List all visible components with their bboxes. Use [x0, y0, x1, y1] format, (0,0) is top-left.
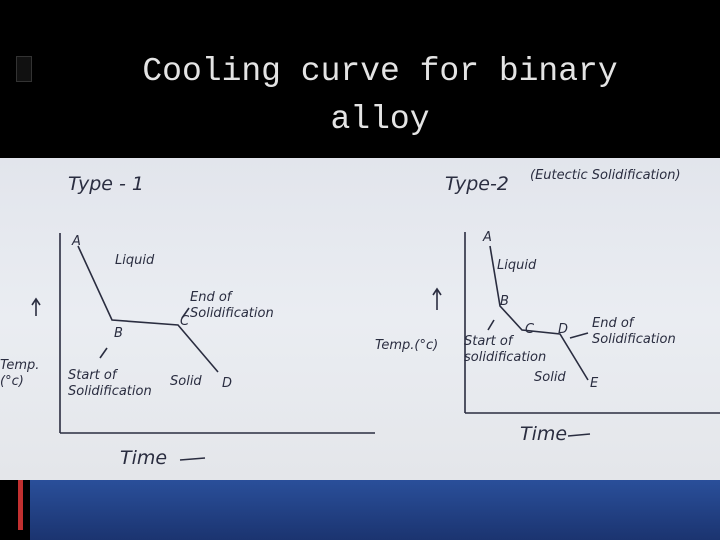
annotation: End of Solidification [190, 290, 274, 321]
arrow [99, 347, 108, 359]
point-label: C [180, 314, 190, 329]
point-label: C [525, 322, 535, 337]
annotation: Start of Solidification [68, 368, 152, 399]
point-label: A [72, 234, 81, 249]
heading: Type - 1 [68, 173, 144, 195]
arrow [487, 319, 495, 331]
phase-label: Liquid [115, 253, 155, 268]
footer-bar [30, 480, 720, 540]
phase-label: Liquid [497, 258, 537, 273]
arrow-head [432, 287, 442, 296]
x-axis-label: Time [520, 423, 568, 445]
y-axis-label: Temp. (°c) [0, 358, 40, 389]
point-label: D [558, 322, 569, 337]
annotation: End of Solidification [592, 316, 676, 347]
heading: Type-2 [445, 173, 509, 195]
slide-title: Cooling curve for binary alloy [142, 53, 618, 138]
annotation: Start of solidification [464, 334, 547, 365]
x-axis-label: Time [120, 447, 168, 469]
arrow-head [31, 297, 41, 306]
point-label: A [483, 230, 492, 245]
cooling-curve [489, 245, 589, 381]
arrow [567, 433, 591, 437]
curves [31, 232, 720, 461]
accent-bar [18, 480, 23, 530]
point-label: D [222, 376, 233, 391]
subheading: (Eutectic Solidification) [530, 168, 681, 183]
point-label: B [114, 326, 123, 341]
point-label: E [590, 376, 599, 391]
point-label: B [500, 294, 509, 309]
arrow [569, 332, 589, 339]
phase-label: Solid [534, 370, 566, 385]
phase-label: Solid [170, 374, 202, 389]
diagram-photo: Type - 1 A B C D Liquid Solid Start of S… [0, 158, 720, 480]
arrow [181, 307, 190, 319]
arrow [179, 457, 206, 461]
cooling-curve [77, 245, 219, 373]
y-axis-label: Temp.(°c) [375, 338, 439, 353]
bullet-square [16, 56, 32, 82]
